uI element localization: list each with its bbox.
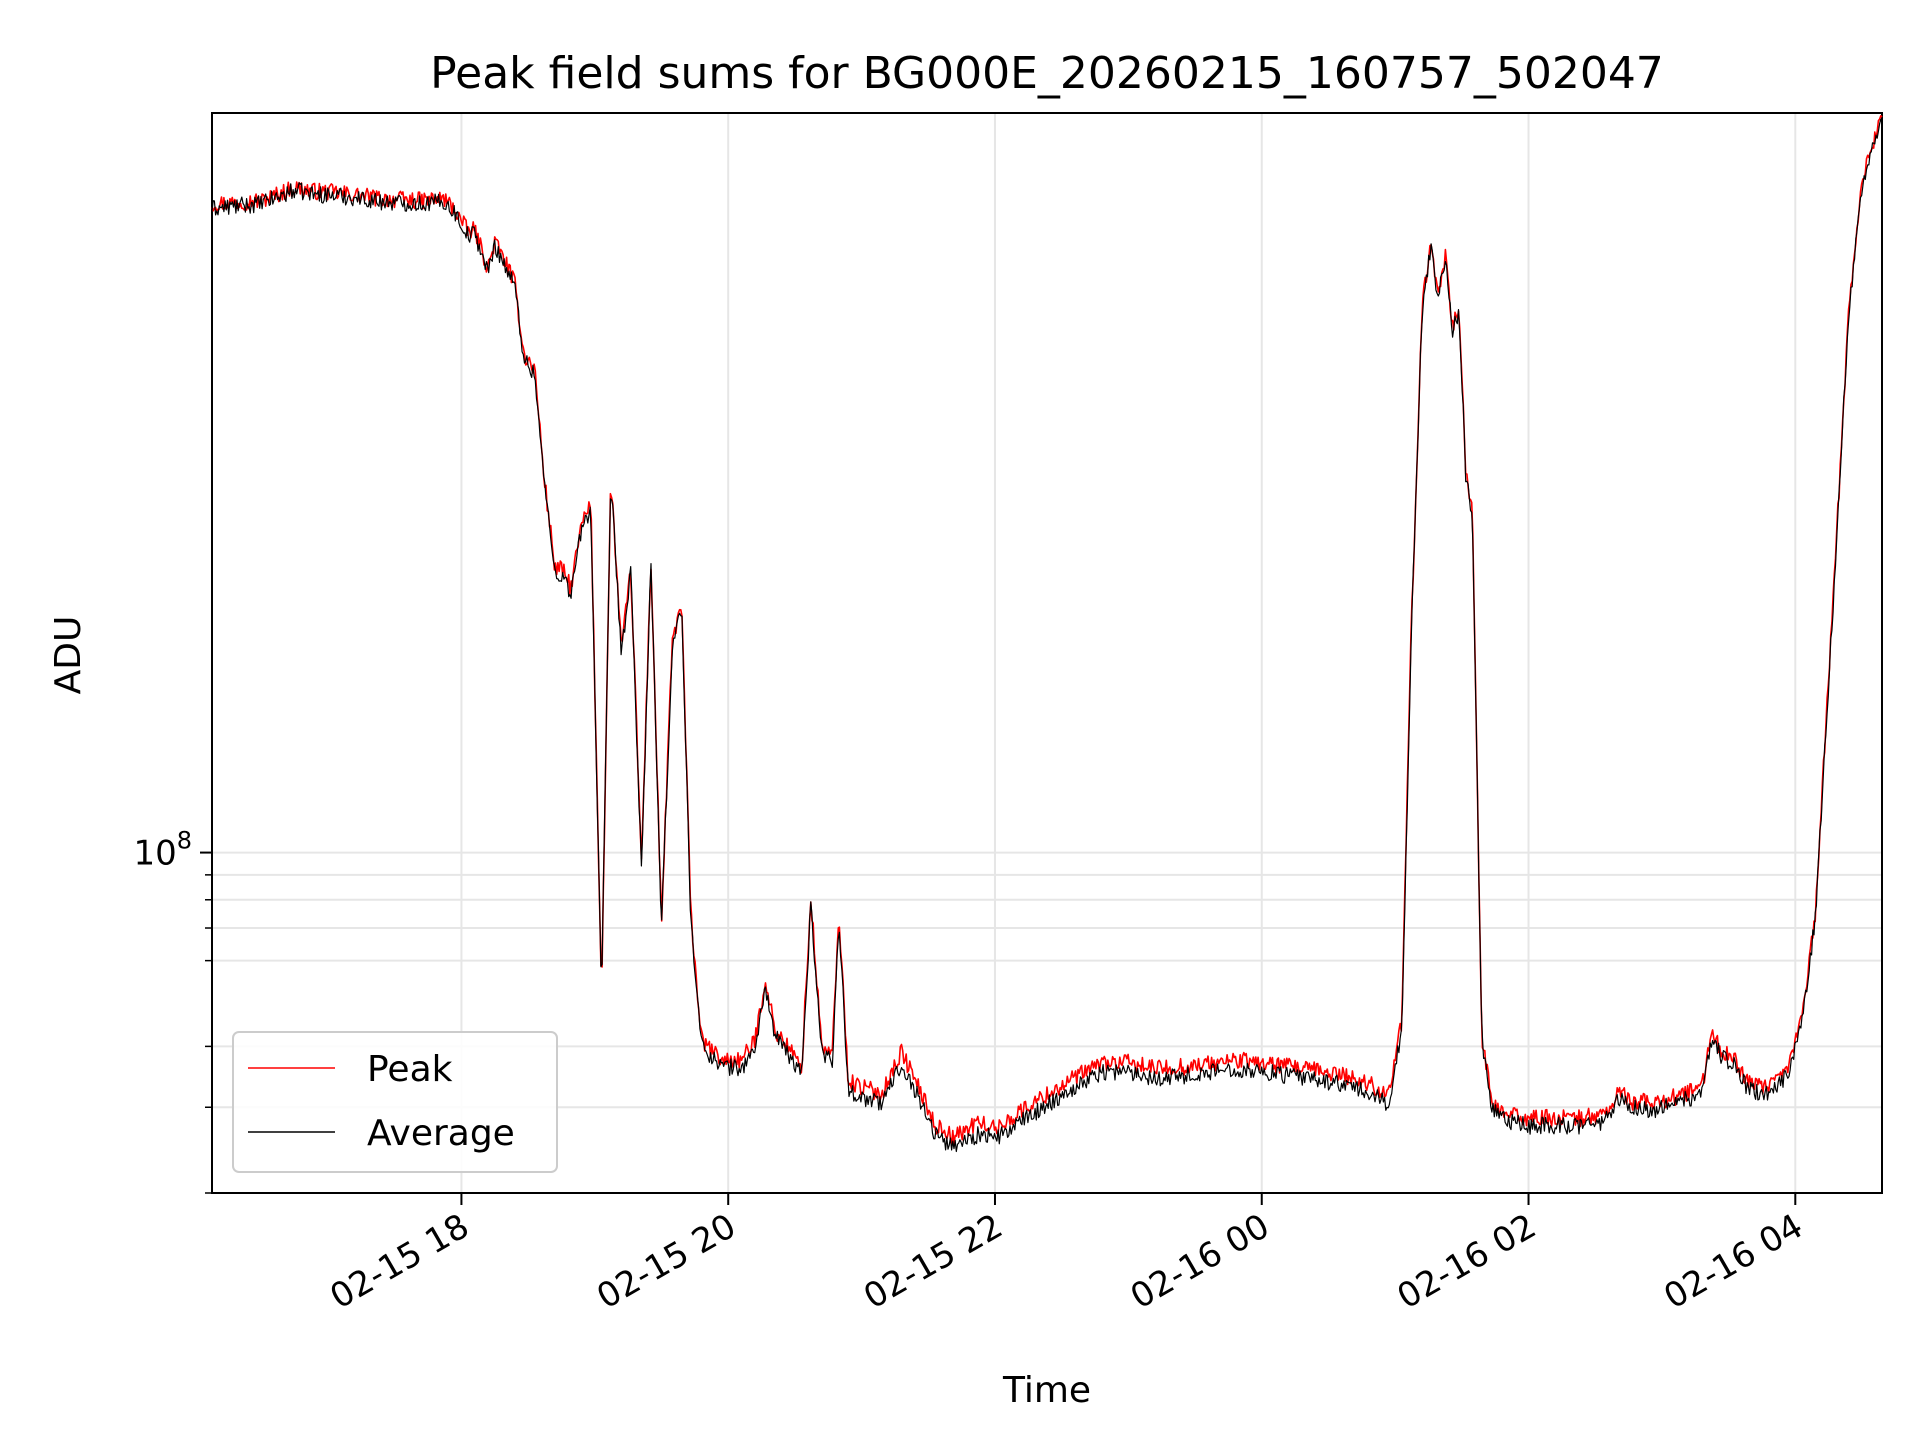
chart-title: Peak field sums for BG000E_20260215_1607… [430,48,1664,99]
series-line-peak [211,115,1883,1146]
y-tick-label-0: 108 [133,827,192,874]
series-line-average [211,118,1883,1153]
plot-area-frame [211,112,1883,1194]
legend-label-peak: Peak [367,1049,453,1090]
y-axis-label: ADU [48,616,89,695]
legend-box [232,1031,558,1173]
legend: Peak Average [232,1031,558,1173]
series-layer [211,115,1883,1153]
legend-label-average: Average [367,1113,515,1154]
x-axis-label: Time [1002,1370,1091,1411]
